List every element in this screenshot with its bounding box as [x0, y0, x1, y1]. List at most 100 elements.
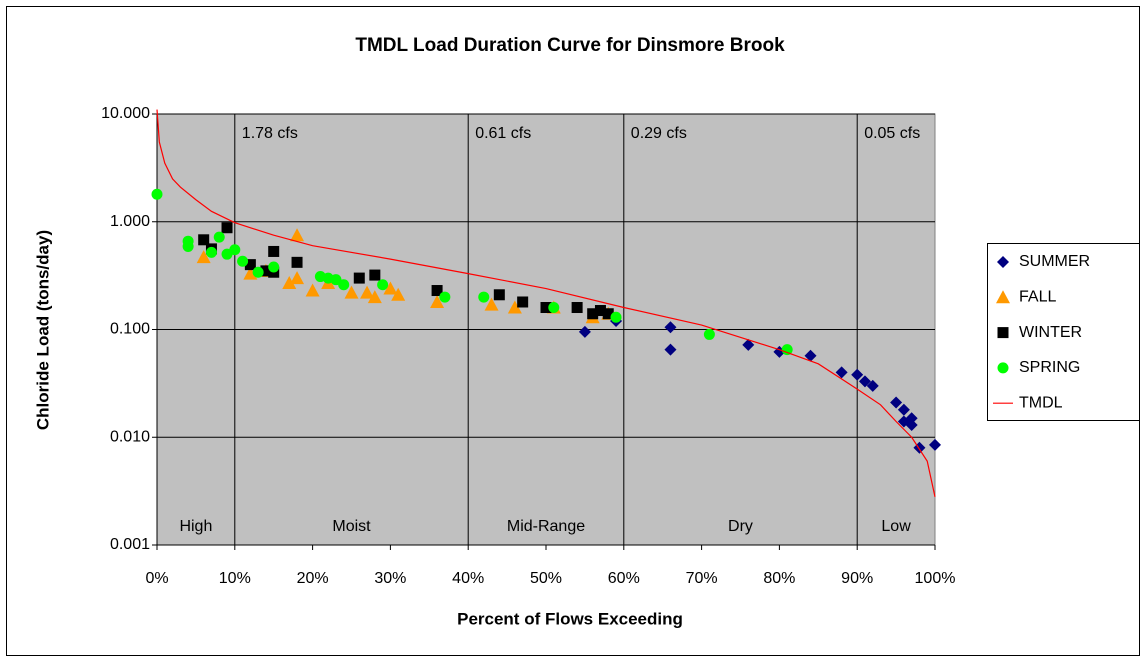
- point: [703, 328, 715, 340]
- x-tick-label: 30%: [374, 570, 406, 587]
- x-tick-label: 10%: [219, 570, 251, 587]
- point: [260, 265, 272, 277]
- point: [578, 325, 591, 338]
- point: [377, 279, 389, 291]
- legend-swatch: [997, 256, 1009, 268]
- point: [221, 222, 233, 234]
- point: [290, 271, 305, 285]
- point: [905, 412, 918, 425]
- y-tick-label: 0.001: [110, 536, 150, 553]
- x-tick-label: 90%: [841, 570, 873, 587]
- point: [369, 269, 381, 281]
- point: [290, 228, 305, 242]
- point: [360, 285, 375, 299]
- zone-label: Dry: [728, 518, 753, 535]
- point: [571, 302, 583, 314]
- point: [151, 188, 163, 200]
- legend-swatch: [997, 327, 1009, 339]
- point: [548, 302, 560, 314]
- point: [330, 274, 342, 286]
- x-tick-label: 0%: [145, 570, 168, 587]
- x-tick-label: 20%: [297, 570, 329, 587]
- point: [835, 366, 848, 379]
- point: [305, 283, 320, 297]
- zone-label: Low: [881, 518, 911, 535]
- line: [156, 109, 936, 497]
- legend-label: FALL: [1019, 289, 1056, 306]
- point: [268, 245, 280, 257]
- point: [507, 300, 522, 314]
- x-tick-label: 100%: [915, 570, 956, 587]
- point: [602, 308, 614, 320]
- point: [742, 338, 755, 351]
- legend-label: WINTER: [1019, 324, 1082, 341]
- point: [478, 291, 490, 303]
- point: [198, 234, 210, 246]
- x-tick-label: 80%: [763, 570, 795, 587]
- x-tick-label: 60%: [608, 570, 640, 587]
- legend-box: [987, 243, 1140, 421]
- point: [383, 281, 398, 295]
- legend-label: TMDL: [1019, 394, 1063, 411]
- point: [344, 285, 359, 299]
- point: [353, 272, 365, 284]
- legend-label: SUMMER: [1019, 253, 1090, 270]
- flow-label: 0.29 cfs: [631, 125, 687, 142]
- point: [664, 321, 677, 334]
- x-tick-label: 40%: [452, 570, 484, 587]
- point: [252, 266, 264, 278]
- flow-label: 0.61 cfs: [475, 125, 531, 142]
- point: [610, 311, 622, 323]
- point: [587, 308, 599, 320]
- point: [929, 438, 941, 451]
- point: [268, 261, 280, 273]
- point: [517, 296, 529, 308]
- flow-label: 1.78 cfs: [242, 125, 298, 142]
- point: [237, 255, 249, 267]
- point: [851, 368, 864, 381]
- point: [858, 375, 871, 388]
- point: [291, 256, 303, 268]
- point: [205, 246, 217, 258]
- zone-label: Mid-Range: [507, 518, 585, 535]
- point: [594, 305, 606, 317]
- legend-swatch: [996, 290, 1010, 304]
- x-tick-label: 50%: [530, 570, 562, 587]
- point: [213, 231, 225, 243]
- point: [196, 250, 211, 264]
- zone-label: Moist: [332, 518, 371, 535]
- point: [229, 244, 241, 256]
- y-axis-title: Chloride Load (tons/day): [33, 230, 52, 430]
- point: [282, 276, 297, 290]
- point: [540, 302, 552, 314]
- y-tick-label: 10.000: [101, 105, 150, 122]
- point: [243, 266, 258, 280]
- point: [244, 259, 256, 271]
- y-tick-label: 1.000: [110, 213, 150, 230]
- point: [391, 287, 406, 301]
- zone-label: High: [179, 518, 212, 535]
- point: [493, 289, 505, 301]
- point: [182, 240, 194, 252]
- y-tick-label: 0.100: [110, 321, 150, 338]
- point: [367, 290, 382, 304]
- point: [439, 291, 451, 303]
- point: [338, 279, 350, 291]
- legend-swatch: [997, 362, 1009, 374]
- point: [890, 396, 903, 409]
- point: [905, 418, 918, 431]
- point: [866, 379, 879, 392]
- point: [781, 344, 793, 356]
- point: [431, 285, 443, 297]
- point: [664, 343, 677, 356]
- point: [430, 294, 445, 308]
- chart-title: TMDL Load Duration Curve for Dinsmore Br…: [355, 35, 785, 56]
- flow-label: 0.05 cfs: [864, 125, 920, 142]
- point: [897, 403, 910, 416]
- y-tick-label: 0.010: [110, 428, 150, 445]
- x-tick-label: 70%: [686, 570, 718, 587]
- point: [804, 349, 817, 362]
- legend-label: SPRING: [1019, 359, 1080, 376]
